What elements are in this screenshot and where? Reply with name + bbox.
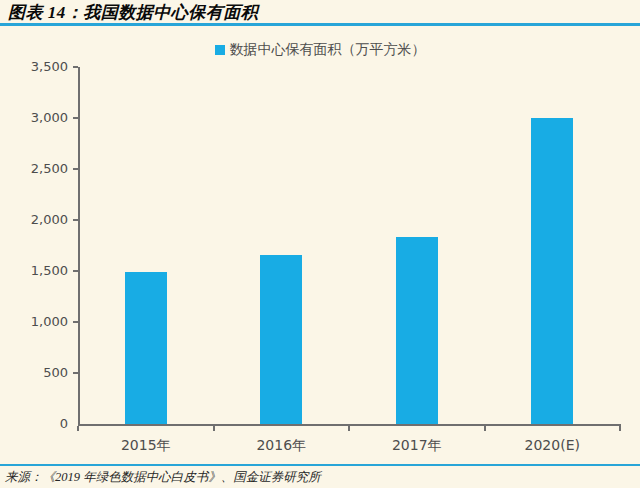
y-tick-label: 1,000 (0, 314, 68, 329)
x-tick (213, 426, 215, 431)
bar-chart: 0 500 1,000 1,500 2,000 2,500 3,000 3,500 2015年 2… (0, 0, 640, 488)
y-tick-label: 1,500 (0, 263, 68, 278)
y-tick (73, 372, 78, 374)
bar-2017年 (396, 237, 438, 424)
x-tick (77, 426, 79, 431)
x-axis-label: 2017年 (352, 437, 482, 455)
bar-2020(E) (531, 118, 573, 424)
y-tick-label: 500 (0, 365, 68, 380)
y-tick-label: 2,000 (0, 212, 68, 227)
y-axis-line (78, 67, 80, 426)
y-tick (73, 219, 78, 221)
source-note: 来源：《2019 年绿色数据中心白皮书》、国金证券研究所 (5, 469, 321, 486)
y-tick-label: 0 (0, 416, 68, 431)
y-tick-label: 2,500 (0, 161, 68, 176)
y-tick (73, 321, 78, 323)
x-axis-label: 2016年 (216, 437, 346, 455)
bar-2015年 (125, 272, 167, 424)
x-tick (619, 426, 621, 431)
y-tick (73, 66, 78, 68)
figure: 图表 14：我国数据中心保有面积 数据中心保有面积（万平方米） 05001,00… (0, 0, 640, 488)
y-tick (73, 270, 78, 272)
x-tick (484, 426, 486, 431)
bar-2016年 (260, 255, 302, 424)
y-tick-label: 3,000 (0, 110, 68, 125)
x-tick (348, 426, 350, 431)
y-tick (73, 117, 78, 119)
footer-divider (0, 464, 640, 466)
y-tick (73, 168, 78, 170)
x-axis-label: 2015年 (81, 437, 211, 455)
y-tick-label: 3,500 (0, 59, 68, 74)
x-axis-label: 2020(E) (487, 437, 617, 453)
